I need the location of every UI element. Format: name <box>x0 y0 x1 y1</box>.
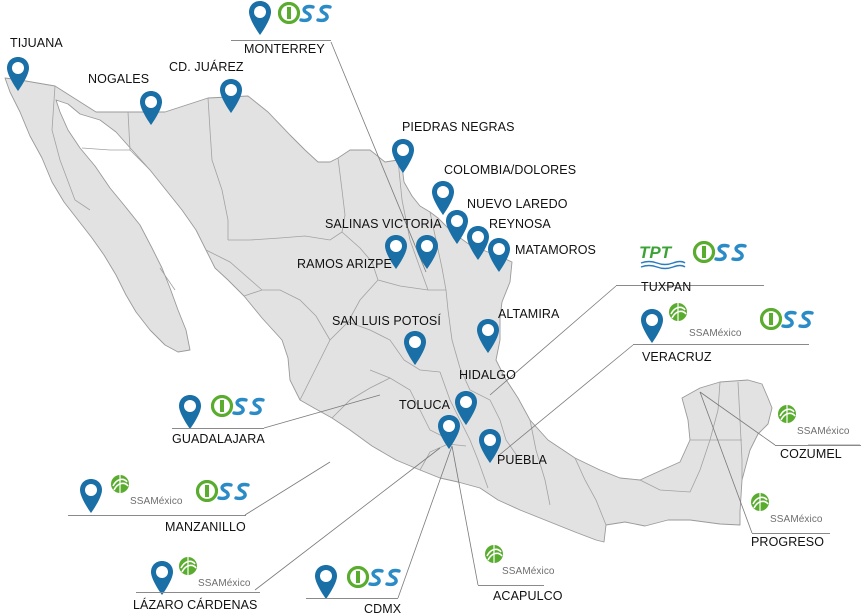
city-label-veracruz: VERACRUZ <box>642 350 712 364</box>
city-label-reynosa: REYNOSA <box>489 217 551 231</box>
city-label-guadalajara: GUADALAJARA <box>172 432 265 446</box>
tuxpan-underline <box>616 285 764 286</box>
city-label-piedras-negras: PIEDRAS NEGRAS <box>402 120 515 134</box>
nogales-pin-icon[interactable] <box>139 90 163 126</box>
lazaro-cardenas-pin-icon[interactable] <box>150 560 174 596</box>
tpt-logo: TPT <box>637 241 687 273</box>
altamira-pin-icon[interactable] <box>476 318 500 354</box>
city-label-cdmx: CDMX <box>364 602 402 615</box>
toluca-pin-icon[interactable] <box>437 414 461 450</box>
guadalajara-pin-icon[interactable] <box>178 394 202 430</box>
cozumel-underline <box>775 445 861 446</box>
city-label-tijuana: TIJUANA <box>10 36 63 50</box>
monterrey-underline <box>231 40 331 41</box>
monterrey-oss-logo <box>278 2 336 24</box>
lazaro-ssa-text: SSAMéxico <box>198 578 251 589</box>
city-label-toluca: TOLUCA <box>399 398 451 412</box>
san-luis-potosi-pin-icon[interactable] <box>403 330 427 366</box>
cd-juarez-pin-icon[interactable] <box>219 78 243 114</box>
cozumel-ssa-logo <box>777 404 797 424</box>
matamoros-pin-icon[interactable] <box>487 237 511 273</box>
mexico-landmass <box>4 77 773 543</box>
city-label-acapulco: ACAPULCO <box>493 589 563 603</box>
monterrey-pin-icon[interactable] <box>248 0 272 36</box>
cozumel-ssa-text: SSAMéxico <box>797 426 850 437</box>
city-label-nogales: NOGALES <box>88 72 150 86</box>
guadalajara-underline <box>172 428 264 429</box>
manzanillo-ssa-text: SSAMéxico <box>130 496 183 507</box>
city-label-tuxpan: TUXPAN <box>641 280 692 294</box>
city-label-san-luis-potosi: SAN LUIS POTOSÍ <box>332 314 441 328</box>
city-label-matamoros: MATAMOROS <box>515 243 596 257</box>
city-label-hidalgo: HIDALGO <box>459 368 516 382</box>
state-borders <box>51 85 743 526</box>
cdmx-underline <box>306 598 398 599</box>
veracruz-pin-icon[interactable] <box>640 308 664 344</box>
city-label-monterrey: MONTERREY <box>244 42 325 56</box>
tpt-logo-text: TPT <box>639 243 673 262</box>
acapulco-ssa-logo <box>484 544 504 564</box>
salinas-victoria-pin-icon[interactable] <box>415 234 439 270</box>
city-label-progreso: PROGRESO <box>751 535 825 549</box>
acapulco-ssa-text: SSAMéxico <box>502 566 555 577</box>
veracruz-underline <box>633 344 809 345</box>
city-label-lazaro-cardenas: LÁZARO CÁRDENAS <box>133 598 258 612</box>
cdmx-pin-icon[interactable] <box>314 564 338 600</box>
city-label-ramos-arizpe: RAMOS ARIZPE <box>297 257 392 271</box>
manzanillo-underline <box>68 515 246 516</box>
cdmx-oss-logo <box>347 566 405 588</box>
progreso-underline <box>752 533 830 534</box>
piedras-negras-pin-icon[interactable] <box>391 138 415 174</box>
tuxpan-oss-logo <box>693 241 751 263</box>
manzanillo-pin-icon[interactable] <box>79 478 103 514</box>
guadalajara-oss-logo <box>211 395 269 417</box>
city-label-altamira: ALTAMIRA <box>498 307 560 321</box>
lazaro-underline <box>136 592 260 593</box>
city-label-salinas-victoria: SALINAS VICTORIA <box>325 217 442 231</box>
veracruz-oss-logo <box>760 308 818 330</box>
city-label-manzanillo: MANZANILLO <box>165 520 246 534</box>
city-label-nuevo-laredo: NUEVO LAREDO <box>467 197 568 211</box>
lazaro-ssa-logo <box>178 556 198 576</box>
city-label-puebla: PUEBLA <box>497 453 547 467</box>
veracruz-ssa-logo <box>668 302 688 322</box>
city-label-cd-juarez: CD. JUÁREZ <box>169 60 244 74</box>
acapulco-underline <box>478 585 544 586</box>
city-label-colombia: COLOMBIA/DOLORES <box>444 163 577 177</box>
city-label-cozumel: COZUMEL <box>780 447 842 461</box>
progreso-ssa-logo <box>750 492 770 512</box>
tijuana-pin-icon[interactable] <box>6 56 30 92</box>
progreso-ssa-text: SSAMéxico <box>770 514 823 525</box>
manzanillo-ssa-logo <box>110 474 130 494</box>
manzanillo-oss-logo <box>196 480 254 502</box>
veracruz-ssa-text: SSAMéxico <box>689 328 742 339</box>
